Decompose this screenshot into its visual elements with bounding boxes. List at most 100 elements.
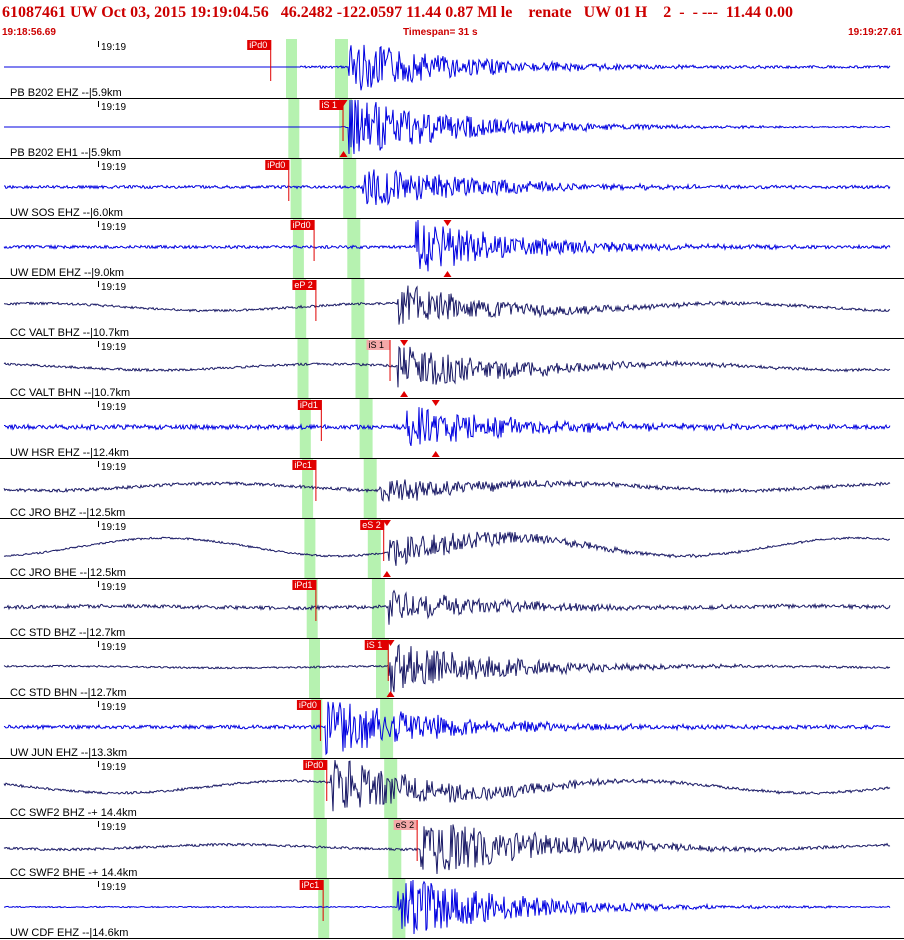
trace-row[interactable]: 19:19 iPd1 CC STD BHZ --|12.7km xyxy=(0,580,904,639)
waveform xyxy=(3,478,891,502)
pick-flag xyxy=(364,640,389,650)
pick-label: iS 1 xyxy=(369,340,385,350)
p-window xyxy=(288,99,300,159)
waveform xyxy=(4,879,891,935)
station-label: UW CDF EHZ --|14.6km xyxy=(10,927,128,939)
s-window xyxy=(388,819,402,879)
time-tick-label: 19:19 xyxy=(101,282,126,293)
amplitude-marker-bottom xyxy=(339,151,348,157)
pick-flag xyxy=(247,40,272,50)
time-tick-label: 19:19 xyxy=(101,222,126,233)
trace-row[interactable]: 19:19 iPc1 CC JRO BHZ --|12.5km xyxy=(0,460,904,519)
seismogram-panel[interactable]: 19:19 iPd0 PB B202 EHZ --|5.9km 19:19 iS 1 PB… xyxy=(0,39,904,940)
p-window xyxy=(311,699,323,759)
amplitude-marker-bottom xyxy=(431,451,440,457)
amplitude-marker-top xyxy=(339,100,348,106)
phase-pick-marker[interactable]: iS 1 xyxy=(364,640,389,681)
phase-pick-marker[interactable]: iPd1 xyxy=(292,580,317,621)
trace-row[interactable]: 19:19 iPd0 UW SOS EHZ --|6.0km xyxy=(0,160,904,219)
waveform xyxy=(3,219,891,272)
waveform xyxy=(4,285,891,325)
s-window xyxy=(343,159,357,219)
phase-pick-marker[interactable]: eS 2 xyxy=(393,820,418,861)
pick-flag xyxy=(303,760,328,770)
amplitude-marker-bottom xyxy=(382,571,391,577)
phase-pick-marker[interactable]: iPd0 xyxy=(247,40,272,81)
trace-row[interactable]: 19:19 iPd0 UW JUN EHZ --|13.3km xyxy=(0,700,904,759)
p-window xyxy=(309,639,320,699)
s-window xyxy=(371,579,385,639)
s-window xyxy=(367,519,381,579)
station-label: CC STD BHZ --|12.7km xyxy=(10,627,125,639)
trace-row[interactable]: 19:19 eS 2 CC SWF2 BHE -+ 14.4km xyxy=(0,820,904,879)
phase-pick-marker[interactable]: iS 1 xyxy=(319,100,344,141)
amplitude-marker-top xyxy=(386,640,395,646)
station-label: UW SOS EHZ --|6.0km xyxy=(10,207,123,219)
s-window xyxy=(347,219,361,279)
station-label: UW HSR EHZ --|12.4km xyxy=(10,447,129,459)
station-label: CC VALT BHZ --|10.7km xyxy=(10,327,129,339)
time-tick-label: 19:19 xyxy=(101,102,126,113)
s-window xyxy=(359,399,373,459)
amplitude-marker-top xyxy=(431,400,440,406)
amplitude-marker-bottom xyxy=(443,271,452,277)
waveform xyxy=(3,701,891,756)
pick-flag xyxy=(297,400,322,410)
pick-label: iPd0 xyxy=(299,700,317,710)
phase-pick-marker[interactable]: iPd0 xyxy=(265,160,290,201)
phase-pick-marker[interactable]: iPd1 xyxy=(297,400,322,441)
trace-row[interactable]: 19:19 iS 1 CC STD BHN --|12.7km xyxy=(0,640,904,699)
phase-pick-marker[interactable]: iPd0 xyxy=(296,700,321,741)
phase-pick-marker[interactable]: iPd0 xyxy=(290,220,315,261)
trace-row[interactable]: 19:19 iPd0 PB B202 EHZ --|5.9km xyxy=(0,40,904,99)
trace-row[interactable]: 19:19 iPd0 UW EDM EHZ --|9.0km xyxy=(0,219,904,279)
pick-label: iPd0 xyxy=(267,160,285,170)
pick-flag xyxy=(265,160,290,170)
pick-label: iPc1 xyxy=(294,460,312,470)
s-window xyxy=(376,639,389,699)
pick-label: iPd1 xyxy=(294,580,312,590)
phase-pick-marker[interactable]: iS 1 xyxy=(366,340,391,381)
station-label: PB B202 EHZ --|5.9km xyxy=(10,87,122,99)
amplitude-marker-top xyxy=(443,220,452,226)
trace-row[interactable]: 19:19 iPc1 UW CDF EHZ --|14.6km xyxy=(0,879,904,939)
station-label: CC JRO BHZ --|12.5km xyxy=(10,507,125,519)
trace-row[interactable]: 19:19 iS 1 PB B202 EH1 --|5.9km xyxy=(0,99,904,159)
waveform xyxy=(3,643,891,693)
phase-pick-marker[interactable]: iPc1 xyxy=(299,880,324,921)
s-window xyxy=(363,459,377,519)
pick-label: iPd1 xyxy=(300,400,318,410)
amplitude-marker-top xyxy=(382,520,391,526)
p-window xyxy=(315,819,327,879)
waveform xyxy=(3,169,891,206)
phase-pick-marker[interactable]: iPd0 xyxy=(303,760,328,801)
pick-label: iS 1 xyxy=(367,640,383,650)
phase-pick-marker[interactable]: eP 2 xyxy=(292,280,317,321)
station-label: CC VALT BHN --|10.7km xyxy=(10,387,130,399)
trace-row[interactable]: 19:19 iS 1 CC VALT BHN --|10.7km xyxy=(0,340,904,399)
trace-row[interactable]: 19:19 iPd0 CC SWF2 BHZ -+ 14.4km xyxy=(0,759,904,819)
pick-label: iPd0 xyxy=(249,40,267,50)
phase-pick-marker[interactable]: iPc1 xyxy=(292,460,317,501)
trace-row[interactable]: 19:19 iPd1 UW HSR EHZ --|12.4km xyxy=(0,400,904,459)
pick-flag xyxy=(393,820,418,830)
p-window xyxy=(286,39,297,99)
p-window xyxy=(292,219,304,279)
p-window xyxy=(318,879,330,939)
timespan-label: Timespan= 31 s xyxy=(403,27,478,38)
pick-flag xyxy=(292,280,317,290)
time-tick-label: 19:19 xyxy=(101,462,126,473)
trace-row[interactable]: 19:19 eP 2 CC VALT BHZ --|10.7km xyxy=(0,280,904,339)
waveform xyxy=(3,759,891,812)
pick-label: iPd0 xyxy=(305,760,323,770)
pick-label: iPc1 xyxy=(302,880,320,890)
station-label: UW EDM EHZ --|9.0km xyxy=(10,267,124,279)
p-window xyxy=(306,579,318,639)
end-time: 19:19:27.61 xyxy=(848,27,902,38)
trace-row[interactable]: 19:19 eS 2 CC JRO BHE --|12.5km xyxy=(0,520,904,579)
pick-label: iS 1 xyxy=(322,100,338,110)
time-tick-label: 19:19 xyxy=(101,882,126,893)
phase-pick-marker[interactable]: eS 2 xyxy=(360,520,385,561)
pick-label: iPd0 xyxy=(293,220,311,230)
time-tick-label: 19:19 xyxy=(101,702,126,713)
